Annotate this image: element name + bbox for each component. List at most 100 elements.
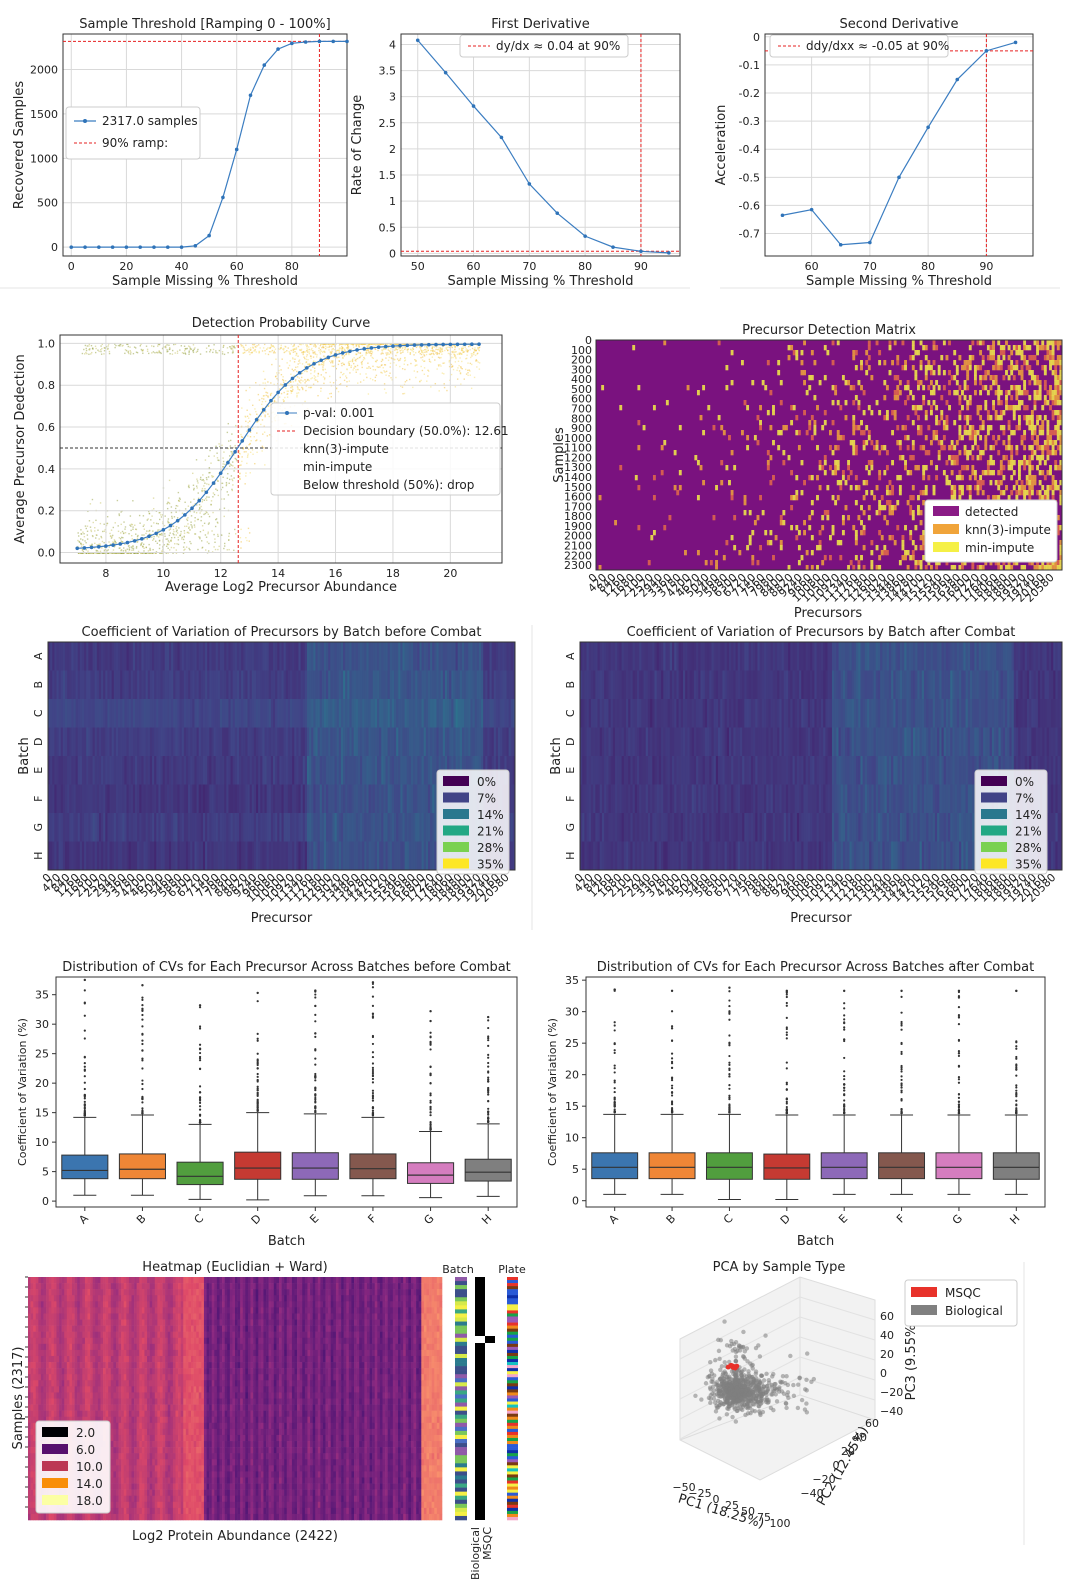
matrix-cell xyxy=(927,365,931,371)
x-tick-label: 18 xyxy=(386,567,400,580)
heatmap-cell xyxy=(281,642,284,671)
scatter-point xyxy=(158,343,161,346)
matrix-cell xyxy=(1002,560,1006,566)
scatter-point xyxy=(83,535,86,538)
scatter-point xyxy=(101,347,103,350)
scatter-point xyxy=(302,343,304,345)
matrix-cell xyxy=(769,540,773,546)
matrix-cell xyxy=(940,415,944,421)
scatter-point xyxy=(456,378,459,380)
x-tick-label: 80 xyxy=(285,260,299,273)
data-point xyxy=(984,49,989,53)
matrix-cell xyxy=(986,415,990,421)
matrix-cell xyxy=(1059,360,1063,366)
matrix-cell xyxy=(678,485,682,491)
heatmap-cell xyxy=(58,699,62,728)
matrix-cell xyxy=(1007,405,1011,411)
scatter-point xyxy=(136,537,139,540)
matrix-cell xyxy=(922,470,926,476)
scatter-point xyxy=(298,360,300,362)
scatter-point xyxy=(124,528,126,530)
scatter-point xyxy=(217,522,219,524)
matrix-cell xyxy=(1038,425,1042,431)
matrix-cell xyxy=(1002,475,1006,481)
matrix-cell xyxy=(704,560,708,566)
x-tick-label: 80 xyxy=(921,260,935,273)
scatter-point xyxy=(420,356,422,359)
scatter-point xyxy=(167,552,169,554)
matrix-cell xyxy=(746,405,750,411)
scatter-point xyxy=(271,400,274,403)
matrix-cell xyxy=(1023,390,1027,396)
scatter-point xyxy=(175,549,178,551)
scatter-point xyxy=(293,374,295,377)
data-point xyxy=(303,40,308,44)
scatter-point xyxy=(284,396,286,399)
scatter-point xyxy=(317,394,319,397)
matrix-cell xyxy=(740,360,744,366)
legend-label: min-impute xyxy=(303,460,372,474)
matrix-cell xyxy=(935,565,939,571)
matrix-cell xyxy=(1038,565,1042,571)
scatter-point xyxy=(217,533,219,536)
scatter-point xyxy=(351,358,354,360)
matrix-cell xyxy=(945,460,949,466)
matrix-cell xyxy=(730,490,734,496)
matrix-cell xyxy=(922,385,926,391)
heatmap-cell xyxy=(71,642,74,671)
scatter-point xyxy=(407,351,409,353)
scatter-point xyxy=(212,475,215,478)
scatter-point xyxy=(230,348,233,350)
matrix-cell xyxy=(867,355,871,361)
matrix-cell xyxy=(1030,485,1034,491)
matrix-cell xyxy=(909,390,913,396)
scatter-point xyxy=(99,502,102,504)
scatter-point xyxy=(188,547,190,550)
matrix-cell xyxy=(942,435,946,441)
scatter-point xyxy=(348,380,351,382)
scatter-point xyxy=(435,348,437,351)
heatmap-cell xyxy=(141,642,144,671)
matrix-cell xyxy=(753,435,757,441)
matrix-cell xyxy=(922,500,926,506)
matrix-cell xyxy=(966,450,970,456)
heatmap-cell xyxy=(90,670,93,700)
scatter-point xyxy=(351,359,354,361)
heatmap-cell xyxy=(430,642,433,671)
scatter-point xyxy=(426,346,428,348)
matrix-cell xyxy=(1036,445,1039,451)
scatter-point xyxy=(244,415,246,418)
scatter-point xyxy=(155,522,158,525)
matrix-cell xyxy=(779,520,783,526)
heatmap-cell xyxy=(449,670,452,700)
scatter-point xyxy=(467,345,470,348)
scatter-point xyxy=(346,349,349,351)
heatmap-cell xyxy=(315,670,318,700)
matrix-cell xyxy=(847,465,851,471)
axes-frame xyxy=(62,33,348,257)
heatmap-cell xyxy=(79,699,83,728)
scatter-point xyxy=(199,537,201,540)
matrix-cell xyxy=(958,565,962,571)
scatter-point xyxy=(368,366,370,368)
heatmap-cell xyxy=(506,670,509,700)
matrix-cell xyxy=(935,415,939,421)
heatmap-cell xyxy=(427,642,431,671)
matrix-cell xyxy=(836,540,840,546)
scatter-point xyxy=(232,484,234,486)
matrix-cell xyxy=(997,470,1001,476)
curve-point xyxy=(383,344,388,349)
matrix-cell xyxy=(875,400,879,406)
matrix-cell xyxy=(992,380,995,386)
scatter-point xyxy=(396,349,398,351)
heatmap-cell xyxy=(461,670,465,700)
heatmap-cell xyxy=(109,699,112,728)
matrix-cell xyxy=(678,425,682,431)
matrix-cell xyxy=(922,540,926,546)
scatter-point xyxy=(261,408,263,410)
matrix-cell xyxy=(676,490,680,496)
x-tick-label: 60 xyxy=(467,260,481,273)
matrix-cell xyxy=(852,440,856,446)
heatmap-cell xyxy=(345,642,348,671)
scatter-point xyxy=(88,345,90,347)
